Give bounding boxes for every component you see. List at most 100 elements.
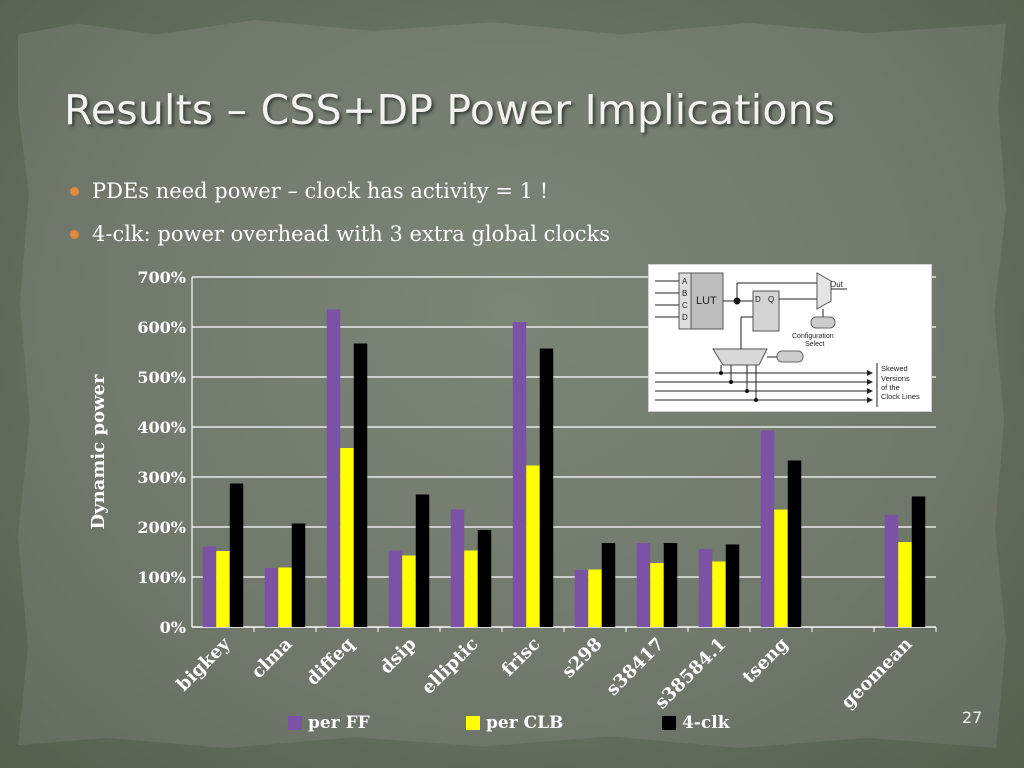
bar-per-clb bbox=[402, 555, 416, 627]
y-tick-label: 500% bbox=[137, 368, 186, 387]
bar-4-clk bbox=[725, 544, 740, 627]
tap-dot bbox=[754, 398, 758, 402]
bar-4-clk bbox=[911, 496, 926, 627]
y-tick-label: 600% bbox=[137, 318, 186, 337]
bar-per-clb bbox=[526, 465, 540, 627]
y-axis-label: Dynamic power bbox=[88, 374, 109, 529]
bullet-item: 4-clk: power overhead with 3 extra globa… bbox=[70, 219, 610, 249]
arrow-icon bbox=[867, 397, 873, 403]
bar-per-clb bbox=[464, 550, 478, 627]
arrow-icon bbox=[867, 379, 873, 385]
bar-per-clb bbox=[898, 542, 912, 627]
bar-per-ff bbox=[636, 543, 651, 627]
x-tick-label: geomean bbox=[837, 634, 916, 713]
bullet-text: PDEs need power – clock has activity = 1… bbox=[92, 179, 549, 203]
legend-item-per-ff: per FF bbox=[288, 713, 444, 733]
clb-diagram-inset: A B C D LUT D Q Out Configuration Select bbox=[648, 264, 932, 412]
x-tick-label: frisc bbox=[498, 634, 545, 681]
bar-per-ff bbox=[326, 309, 341, 627]
bar-per-clb bbox=[216, 551, 230, 627]
skew-label: of the bbox=[881, 383, 900, 392]
tap-dot bbox=[729, 380, 733, 384]
y-tick-label: 700% bbox=[137, 268, 186, 287]
bar-per-clb bbox=[340, 448, 354, 627]
bar-4-clk bbox=[353, 343, 368, 627]
y-tick-label: 300% bbox=[137, 468, 186, 487]
input-label: C bbox=[682, 301, 688, 310]
skew-label: Skewed bbox=[881, 364, 908, 373]
x-tick-label: tseng bbox=[738, 633, 792, 687]
input-label: D bbox=[682, 313, 688, 322]
chart-legend: per FF per CLB 4-clk bbox=[288, 713, 751, 733]
lut-label: LUT bbox=[696, 295, 717, 307]
input-label: B bbox=[682, 289, 687, 298]
legend-swatch-4-clk bbox=[662, 716, 676, 730]
bar-per-clb bbox=[774, 509, 788, 627]
bar-4-clk bbox=[539, 348, 554, 627]
bar-per-ff bbox=[884, 515, 899, 627]
flip-flop bbox=[752, 290, 780, 332]
bar-per-ff bbox=[388, 550, 403, 627]
bar-per-clb bbox=[650, 563, 664, 627]
bar-4-clk bbox=[229, 483, 244, 627]
slide-title: Results – CSS+DP Power Implications bbox=[64, 86, 836, 134]
tap-dot bbox=[745, 389, 749, 393]
legend-swatch-per-ff bbox=[288, 716, 302, 730]
bar-per-ff bbox=[450, 509, 465, 627]
skew-label: Clock Lines bbox=[881, 392, 920, 401]
bar-per-ff bbox=[264, 568, 279, 627]
bar-per-clb bbox=[588, 569, 602, 627]
bullet-icon bbox=[70, 230, 79, 239]
y-tick-label: 0% bbox=[160, 618, 186, 637]
bullet-icon bbox=[70, 187, 79, 196]
config-label: Configuration bbox=[792, 333, 834, 340]
skew-label: Versions bbox=[881, 374, 910, 383]
y-tick-label: 400% bbox=[137, 418, 186, 437]
arrow-icon bbox=[867, 388, 873, 394]
y-tick-label: 100% bbox=[137, 568, 186, 587]
bar-per-ff bbox=[698, 549, 713, 627]
legend-label: per FF bbox=[308, 713, 370, 733]
legend-swatch-per-clb bbox=[466, 716, 480, 730]
bar-per-ff bbox=[202, 546, 217, 627]
bullet-list: PDEs need power – clock has activity = 1… bbox=[70, 176, 610, 262]
y-tick-label: 200% bbox=[137, 518, 186, 537]
clb-diagram: A B C D LUT D Q Out Configuration Select bbox=[655, 272, 920, 407]
out-label: Out bbox=[830, 280, 844, 289]
x-tick-label: diffeq bbox=[302, 633, 358, 689]
bar-4-clk bbox=[663, 543, 678, 627]
tap-dot bbox=[719, 371, 723, 375]
ff-d-label: D bbox=[755, 295, 761, 304]
slide-number: 27 bbox=[962, 708, 983, 727]
bar-per-ff bbox=[574, 570, 589, 627]
legend-label: per CLB bbox=[486, 713, 564, 733]
clock-select-bubble bbox=[776, 350, 804, 363]
x-tick-label: bigkey bbox=[173, 633, 235, 695]
bar-4-clk bbox=[477, 530, 492, 627]
bar-4-clk bbox=[601, 543, 616, 627]
legend-item-per-clb: per CLB bbox=[466, 713, 640, 733]
x-tick-label: elliptic bbox=[418, 634, 483, 699]
x-tick-label: dsip bbox=[376, 634, 421, 679]
bullet-text: 4-clk: power overhead with 3 extra globa… bbox=[92, 222, 611, 246]
config-label: Select bbox=[805, 341, 825, 348]
ff-q-label: Q bbox=[768, 295, 774, 304]
x-tick-label: s298 bbox=[558, 634, 607, 683]
arrow-icon bbox=[867, 370, 873, 376]
bar-4-clk bbox=[291, 523, 306, 627]
bar-4-clk bbox=[787, 460, 802, 627]
lut-block bbox=[690, 272, 724, 330]
bar-per-clb bbox=[278, 567, 292, 627]
bar-per-ff bbox=[512, 322, 527, 627]
config-select-bubble bbox=[810, 316, 836, 329]
input-label: A bbox=[682, 277, 688, 286]
x-tick-label: clma bbox=[247, 633, 296, 682]
bar-per-ff bbox=[760, 430, 775, 627]
clock-mux bbox=[712, 348, 768, 366]
legend-item-4-clk: 4-clk bbox=[662, 713, 729, 733]
bullet-item: PDEs need power – clock has activity = 1… bbox=[70, 176, 610, 206]
legend-label: 4-clk bbox=[682, 713, 730, 733]
output-mux bbox=[816, 272, 832, 310]
bar-per-clb bbox=[712, 561, 726, 627]
